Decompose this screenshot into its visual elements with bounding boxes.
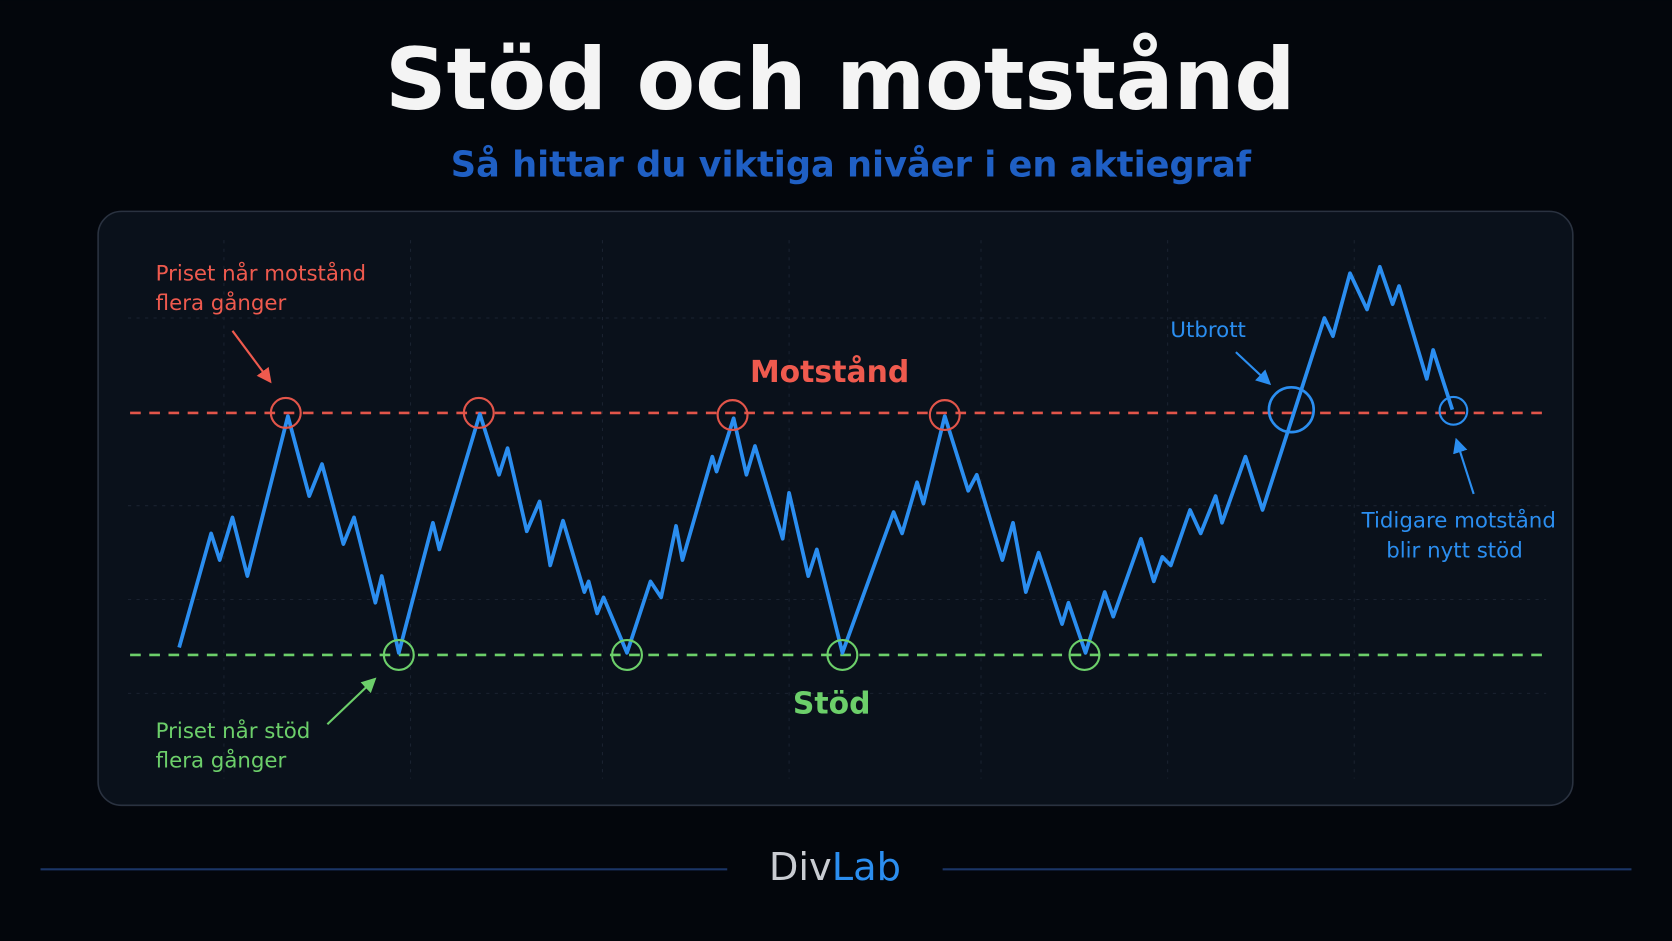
resistance-touches [269,396,961,432]
chart-panel [97,210,1574,807]
annotation: flera gånger [156,290,287,316]
support-label: Stöd [793,687,871,722]
breakout-circle [1267,385,1316,434]
title: Stöd och motstånd [385,31,1295,130]
annotation: flera gånger [156,748,287,774]
subtitle: Så hittar du viktiga nivåer i en aktiegr… [451,145,1252,186]
annotation: Utbrott [1170,318,1246,343]
support-touches [382,638,1101,671]
brand: Lab [832,845,901,890]
annotation: Priset når stöd [156,718,311,744]
retest-circle [1438,395,1469,426]
annotation: Tidigare motstånd [1361,508,1556,534]
brand: Div [769,845,832,890]
annotation: Priset når motstånd [156,260,366,286]
arrows [231,330,1475,726]
resistance-label: Motstånd [750,354,909,390]
price-line [177,264,1455,655]
background-grid [127,240,1547,779]
annotation: blir nytt stöd [1386,539,1523,564]
